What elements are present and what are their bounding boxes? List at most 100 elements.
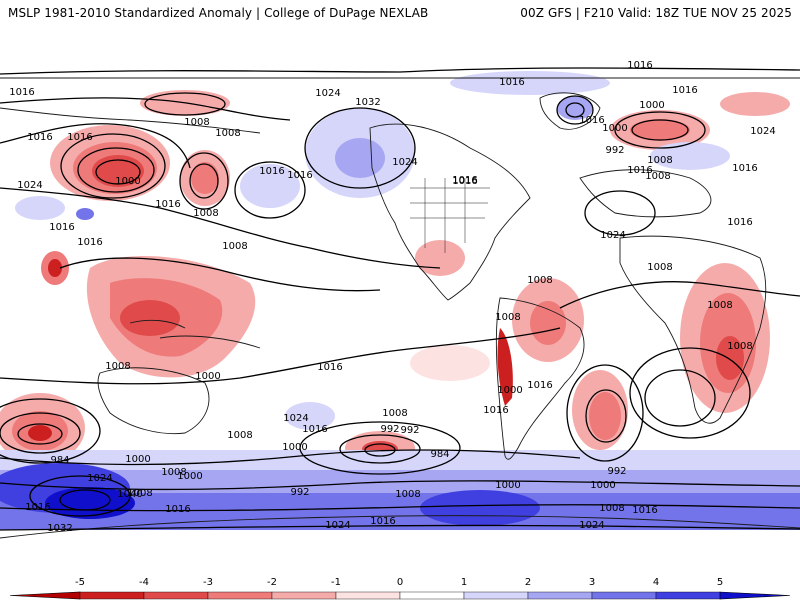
anomaly-patch [240,164,300,208]
colorbar-tick-label: -4 [139,577,149,588]
anomaly-patch [716,336,744,380]
isobar [614,111,706,149]
isobar-label: 1000 [590,480,615,491]
isobar-label: 1016 [632,505,657,516]
anomaly-patch [335,138,385,178]
isobar [77,147,155,193]
isobar [0,449,581,466]
colorbar-tick-label: 0 [397,577,403,588]
greenland-coast [539,92,601,130]
colorbar-extend-high [719,591,791,600]
colorbar-bin [655,591,721,600]
negative-anomaly-shading [0,90,790,465]
isobar-label: 1008 [227,430,252,441]
antarctica-coast [0,515,800,539]
isobar [29,475,131,517]
colorbar-tick-label: -1 [331,577,341,588]
colorbar-bin [335,591,401,600]
anomaly-patch [589,392,621,440]
isobar-label: 1008 [184,117,209,128]
isobar-label: 1008 [215,128,240,139]
isobar-label: 1016 [672,85,697,96]
isobar-label: 1008 [382,408,407,419]
isobar-label: 1000 [195,371,220,382]
colorbar-bin [143,591,209,600]
anomaly-patch [530,301,566,345]
indonesia-coast [129,319,261,349]
isobar [0,480,800,491]
anomaly-patch [410,345,490,381]
map-title: MSLP 1981-2010 Standardized Anomaly | Co… [8,6,429,20]
anomaly-patch [420,490,540,526]
isobar-label: 1008 [527,275,552,286]
isobar-label: 1008 [707,300,732,311]
isobar-label: 1000 [115,176,140,187]
colorbar-tick-label: 2 [525,577,531,588]
africa-coast [619,235,767,424]
isobar-label: 1016 [287,170,312,181]
north-america-coast [369,123,531,301]
isobar-label: 992 [400,425,419,436]
isobar-label: 1008 [647,155,672,166]
isobar [0,67,800,75]
colorbar-bin [527,591,593,600]
isobar [566,364,644,462]
colorbar-tick-label: 5 [717,577,723,588]
isobar [59,489,111,511]
isobar [304,107,416,189]
isobar [17,423,63,445]
isobar [0,398,101,464]
isobar [556,95,594,125]
colorbar: -5 -4 -3 -2 -1 0 1 2 3 4 5 [9,577,791,600]
isobar-label: 1016 [259,166,284,177]
anomaly-patch [630,119,690,141]
isobar-label: 1008 [127,488,152,499]
isobar [0,123,191,169]
us-state-grid [410,178,490,253]
colorbar-bin [79,591,145,600]
isobar-label: 1008 [193,208,218,219]
isobar-label: 1032 [355,97,380,108]
isobar-label: 992 [290,487,309,498]
colorbar-bin [271,591,337,600]
isobar-label: 1016 [165,504,190,515]
colorbar-tick-label: -2 [267,577,277,588]
anomaly-patch [497,328,513,406]
isobar-label: 1008 [599,503,624,514]
anomaly-patch [450,71,610,95]
isobar-label: 1016 [452,176,477,187]
isobar [189,163,219,199]
isobar-label: 984 [50,455,69,466]
isobar-label: 1024 [392,157,417,168]
anomaly-patch [76,208,94,220]
isobar-label: 1016 [452,175,477,186]
anomaly-patch [650,142,730,170]
isobar-label: 1000 [282,442,307,453]
isobar-label: 1008 [395,489,420,500]
isobar-label: 1008 [645,171,670,182]
isobar [584,190,656,236]
isobar [144,92,226,116]
isobar-label: 1016 [370,516,395,527]
isobar-label: 1024 [579,520,604,531]
anomaly-patch [48,259,62,277]
isobar-label: 1016 [527,380,552,391]
colorbar-tick-label: 4 [653,577,659,588]
colorbar-extend-low [9,591,81,600]
isobar-label: 1000 [639,100,664,111]
isobar-label: 1040 [117,489,142,500]
isobars [0,67,800,531]
isobar [339,434,421,464]
isobar-label: 1016 [49,222,74,233]
isobar-label: 1016 [302,424,327,435]
isobar-label: 1000 [602,123,627,134]
isobar-label: 1024 [17,180,42,191]
anomaly-patch [15,196,65,220]
anomaly-patch [191,162,219,194]
isobar [59,257,381,292]
isobar [565,102,585,118]
isobar-label: 992 [605,145,624,156]
isobar [631,119,689,141]
